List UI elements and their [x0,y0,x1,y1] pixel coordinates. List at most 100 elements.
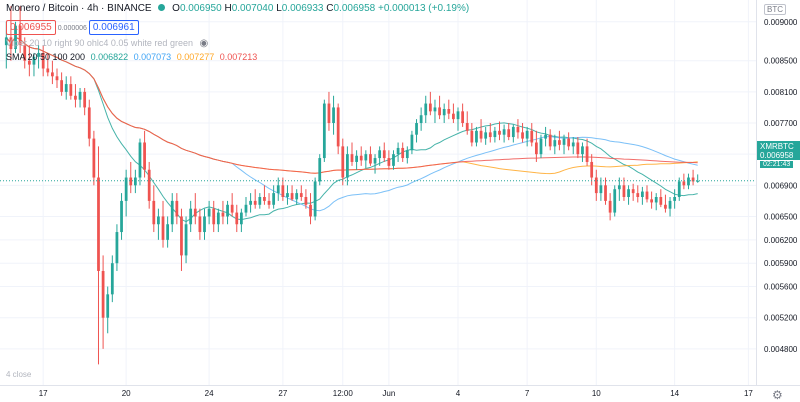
high-value: 0.007040 [231,3,274,14]
candle-body [258,197,262,205]
sma50-value: 0.007073 [133,52,172,62]
candle-body [534,142,538,155]
time-tick-label: 7 [525,389,530,398]
currency-badge[interactable]: BTC [764,4,786,15]
candle-layer [0,6,756,365]
candle-body [299,193,303,197]
candle-body [27,60,31,65]
candle-body [23,45,27,61]
candle-body [654,197,658,203]
candle-body [216,212,220,225]
candle-body [318,158,322,182]
candle-body [696,180,700,182]
candle-body [405,150,409,159]
candle-body [46,68,50,73]
last-price-value: 0.006958 [760,151,794,160]
candle-body [428,103,432,112]
price-tick-label: 0.006900 [764,181,798,190]
candle-body [350,154,354,162]
candle-body [382,150,386,159]
candle-body [152,200,156,225]
time-tick-label: 12:00 [333,389,354,398]
candle-body [369,154,372,164]
sma-label: SMA 20 50 100 200 [6,52,86,62]
candle-body [419,115,423,124]
candle-body [544,134,547,139]
candle-body [475,130,478,143]
candle-body [124,177,128,201]
candle-body [235,212,239,225]
candle-body [74,95,77,100]
candle-body [488,132,492,138]
bid-ask-row: 0.006955 0.000006 0.006961 [6,20,139,35]
sma200-value: 0.007213 [219,52,258,62]
candle-body [484,132,488,139]
candle-body [175,200,179,217]
candle-body [645,191,649,200]
candle-body [521,132,524,139]
sell-price-button[interactable]: 0.006955 [6,20,56,35]
candle-body [585,146,589,162]
time-axis: 17 20 24 27 12:00 Jun 4 7 10 14 17 [39,389,754,398]
eye-icon[interactable]: ◉ [199,38,209,49]
candle-body [613,189,617,213]
open-label: O [172,3,180,14]
candle-body [641,191,644,197]
low-label: L [276,3,282,14]
candle-body [581,146,584,155]
candle-body [267,200,271,205]
candle-body [253,200,257,205]
change-value: +0.000013 (+0.19%) [377,3,470,14]
time-tick-label: 27 [278,389,287,398]
last-price-tag: XMRBTC 0.006958 [757,141,800,160]
candle-body [636,193,640,197]
candle-body [41,52,45,69]
price-axis-separator [756,0,757,385]
price-tick-label: 0.005900 [764,259,798,268]
candle-body [78,91,82,100]
candle-body [378,150,382,159]
price-tick-label: 0.005600 [764,283,798,292]
candle-body [14,25,17,50]
candle-body [295,193,299,200]
gear-icon[interactable]: ⚙ [772,388,783,402]
candle-body [327,103,331,124]
candle-body [230,204,234,213]
close-value: 0.006958 [333,3,376,14]
price-tick-label: 0.007700 [764,119,798,128]
candle-body [571,142,575,147]
market-status-dot-icon [158,4,166,11]
candle-body [664,204,667,209]
viper-indicator-legend[interactable]: Viper 20 10 right 90 ohlc4 0.05 white re… [6,38,208,49]
buy-price-button[interactable]: 0.006961 [88,20,139,35]
candle-body [608,200,612,213]
spread-value: 0.000006 [57,25,87,32]
candle-body [567,138,571,147]
candle-body [336,107,340,147]
candle-body [539,138,543,155]
candle-body [415,123,418,135]
candle-body [32,56,36,65]
candle-body [562,138,566,145]
candle-body [37,52,40,57]
sma-indicator-legend[interactable]: SMA 20 50 100 200 0.006822 0.007073 0.00… [6,52,257,62]
countdown-timer: 02:21:43 [760,161,794,168]
price-tick-label: 0.005200 [764,314,798,323]
candle-body [60,80,63,92]
candle-body [281,185,285,197]
candle-body [479,130,483,139]
time-tick-label: 24 [205,389,214,398]
candle-body [387,158,391,166]
price-tick-label: 0.006500 [764,212,798,221]
time-tick-label: 20 [122,389,131,398]
symbol-title[interactable]: Monero / Bitcoin · 4h · BINANCE [6,3,152,14]
candle-body [687,177,690,186]
candle-body [133,177,137,186]
legend-header[interactable]: Monero / Bitcoin · 4h · BINANCE O 0.00695… [6,3,469,14]
candle-body [576,142,580,155]
candle-body [401,147,405,159]
candle-body [525,130,529,139]
candle-body [617,185,621,190]
candle-body [461,111,465,124]
